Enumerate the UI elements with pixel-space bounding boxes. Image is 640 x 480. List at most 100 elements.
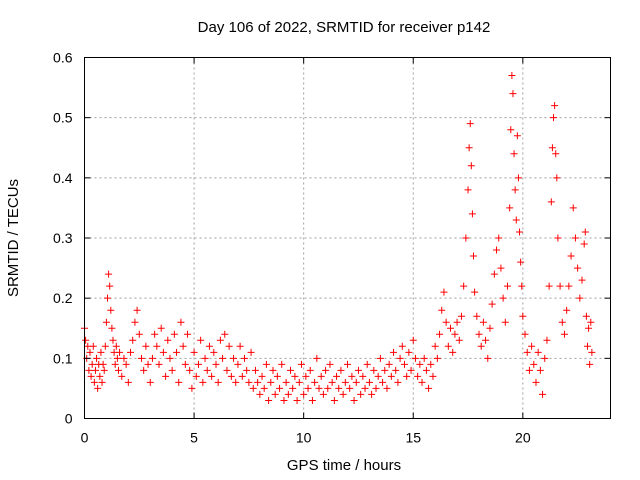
data-point — [249, 384, 257, 392]
data-point — [440, 288, 448, 296]
data-point — [232, 378, 240, 386]
y-tick-label: 0.2 — [53, 290, 73, 306]
data-point — [545, 282, 553, 290]
data-point — [109, 336, 117, 344]
data-point — [518, 282, 526, 290]
data-point — [328, 378, 336, 386]
data-point — [553, 174, 561, 182]
data-point — [512, 216, 520, 224]
data-point — [186, 366, 194, 374]
data-point — [297, 360, 305, 368]
data-point — [507, 126, 515, 134]
data-point — [108, 324, 116, 332]
data-point — [582, 312, 590, 320]
data-point — [177, 318, 185, 326]
data-point — [113, 354, 121, 362]
data-point — [236, 342, 244, 350]
data-point — [315, 384, 323, 392]
data-point — [153, 342, 161, 350]
y-tick-label: 0 — [65, 411, 73, 427]
data-point — [465, 144, 473, 152]
data-point — [416, 360, 424, 368]
data-point — [311, 378, 319, 386]
data-point — [521, 330, 529, 338]
x-tick-label: 5 — [190, 430, 198, 446]
data-point — [403, 372, 411, 380]
data-point — [148, 354, 156, 362]
data-point — [556, 282, 564, 290]
data-point — [144, 360, 152, 368]
data-point — [433, 354, 441, 362]
data-point — [111, 360, 119, 368]
x-tick-label: 0 — [81, 430, 89, 446]
data-point — [368, 390, 376, 398]
data-point — [120, 354, 128, 362]
data-point — [122, 360, 130, 368]
data-point — [192, 372, 200, 380]
data-point — [313, 354, 321, 362]
data-point — [547, 198, 555, 206]
data-point — [539, 390, 547, 398]
y-tick-label: 0.1 — [53, 350, 73, 366]
data-point — [571, 234, 579, 242]
data-point — [551, 102, 559, 110]
data-point — [383, 384, 391, 392]
data-point — [247, 348, 255, 356]
data-point — [468, 210, 476, 218]
data-point — [484, 354, 492, 362]
data-point — [376, 354, 384, 362]
data-point — [87, 372, 95, 380]
data-point — [409, 336, 417, 344]
data-point — [374, 372, 382, 380]
data-point — [451, 330, 459, 338]
data-point — [565, 282, 573, 290]
data-point — [554, 234, 562, 242]
data-point — [392, 366, 400, 374]
data-point — [254, 378, 262, 386]
data-point — [282, 378, 290, 386]
data-point — [258, 372, 266, 380]
data-point — [219, 354, 227, 362]
data-point — [503, 282, 511, 290]
data-point — [137, 354, 145, 362]
data-point — [99, 360, 107, 368]
grid — [84, 57, 611, 419]
data-point — [363, 360, 371, 368]
data-point — [444, 342, 452, 350]
data-point — [583, 342, 591, 350]
data-point — [155, 360, 163, 368]
data-point — [457, 312, 465, 320]
data-point — [88, 360, 96, 368]
data-point — [354, 366, 362, 374]
x-tick-label: 15 — [405, 430, 421, 446]
y-tick-label: 0.4 — [53, 170, 73, 186]
data-point — [289, 384, 297, 392]
data-point — [93, 354, 101, 362]
data-point — [302, 372, 310, 380]
data-point — [550, 114, 558, 122]
data-point — [425, 384, 433, 392]
data-point — [245, 378, 253, 386]
data-point — [497, 264, 505, 272]
data-point — [140, 366, 148, 374]
data-point — [166, 354, 174, 362]
data-point — [131, 318, 139, 326]
data-point — [146, 378, 154, 386]
data-point — [197, 336, 205, 344]
data-point — [387, 372, 395, 380]
data-point — [359, 372, 367, 380]
data-point — [159, 348, 167, 356]
x-axis-label: GPS time / hours — [287, 457, 401, 474]
data-point — [330, 396, 338, 404]
data-point — [293, 396, 301, 404]
data-point — [112, 342, 120, 350]
data-point — [234, 360, 242, 368]
data-point — [175, 378, 183, 386]
data-point — [585, 324, 593, 332]
data-point — [304, 384, 312, 392]
data-point — [203, 366, 211, 374]
data-point — [516, 228, 524, 236]
data-point — [453, 318, 461, 326]
data-point — [225, 342, 233, 350]
